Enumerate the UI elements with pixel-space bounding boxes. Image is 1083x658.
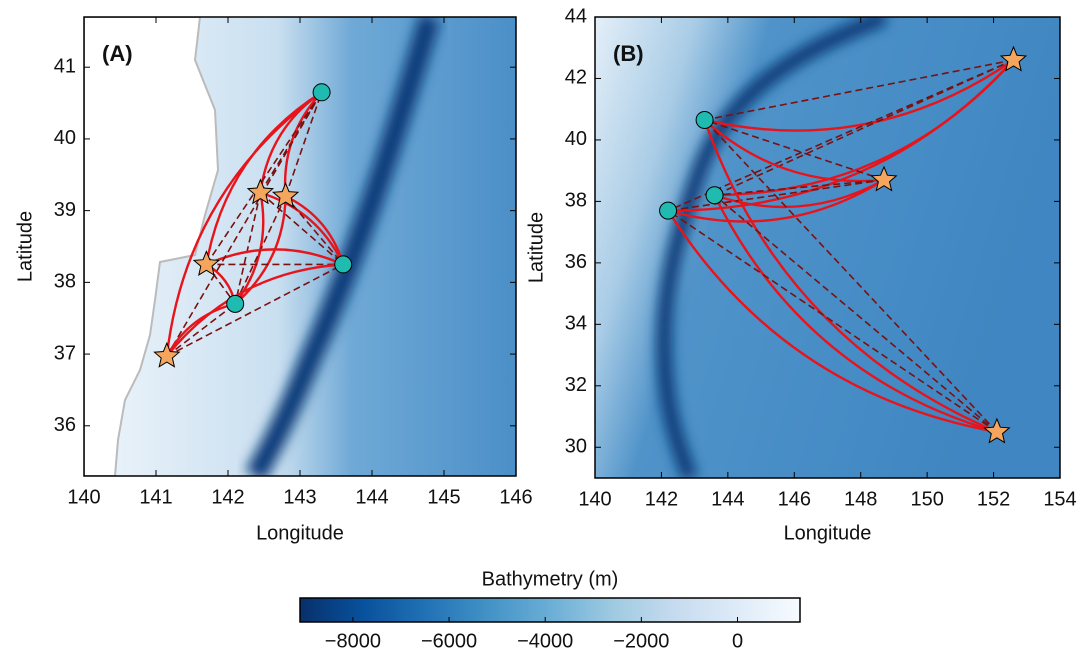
x-tick-label: 146	[778, 488, 811, 510]
x-tick-label: 143	[283, 486, 316, 508]
y-axis-label: Latitude	[14, 211, 36, 282]
colorbar-tick-label: −2000	[613, 630, 669, 652]
x-axis-label: Longitude	[256, 522, 344, 544]
x-tick-label: 145	[427, 486, 460, 508]
y-tick-label: 40	[565, 128, 587, 150]
colorbar-tick-label: −6000	[421, 630, 477, 652]
y-tick-label: 36	[54, 414, 76, 436]
y-tick-label: 32	[565, 374, 587, 396]
y-tick-label: 42	[565, 67, 587, 89]
station	[706, 187, 723, 204]
station	[660, 202, 677, 219]
x-tick-label: 142	[211, 486, 244, 508]
bathymetry-a	[84, 17, 516, 476]
bathymetry-b	[595, 17, 1060, 478]
x-tick-label: 148	[844, 488, 877, 510]
y-tick-label: 36	[565, 251, 587, 273]
x-tick-label: 154	[1043, 488, 1076, 510]
x-tick-label: 150	[910, 488, 943, 510]
y-tick-label: 40	[54, 127, 76, 149]
colorbar-tick-label: −8000	[325, 630, 381, 652]
x-tick-label: 142	[645, 488, 678, 510]
colorbar-tick-label: 0	[732, 630, 743, 652]
x-tick-label: 144	[711, 488, 744, 510]
y-axis-label: Latitude	[525, 212, 547, 283]
colorbar-tick-label: −4000	[517, 630, 573, 652]
y-tick-label: 30	[565, 436, 587, 458]
y-tick-label: 37	[54, 342, 76, 364]
y-tick-label: 38	[565, 190, 587, 212]
colorbar-label: Bathymetry (m)	[482, 568, 619, 590]
x-tick-label: 146	[499, 486, 532, 508]
colorbar	[300, 598, 800, 622]
panel-label: (A)	[102, 41, 133, 66]
x-tick-label: 152	[977, 488, 1010, 510]
station	[696, 111, 713, 128]
x-tick-label: 140	[578, 488, 611, 510]
y-tick-label: 44	[565, 5, 587, 27]
station	[335, 256, 352, 273]
y-tick-label: 34	[565, 313, 587, 335]
x-tick-label: 141	[139, 486, 172, 508]
y-tick-label: 38	[54, 271, 76, 293]
y-tick-label: 39	[54, 199, 76, 221]
y-tick-label: 41	[54, 55, 76, 77]
x-tick-label: 140	[67, 486, 100, 508]
panel-label: (B)	[613, 41, 644, 66]
x-tick-label: 144	[355, 486, 388, 508]
station	[313, 84, 330, 101]
x-axis-label: Longitude	[784, 522, 872, 544]
station	[227, 295, 244, 312]
figure: 140 141 142 143 144 145 146 36 37 38 39 40 41 Longitu…	[0, 0, 1083, 658]
